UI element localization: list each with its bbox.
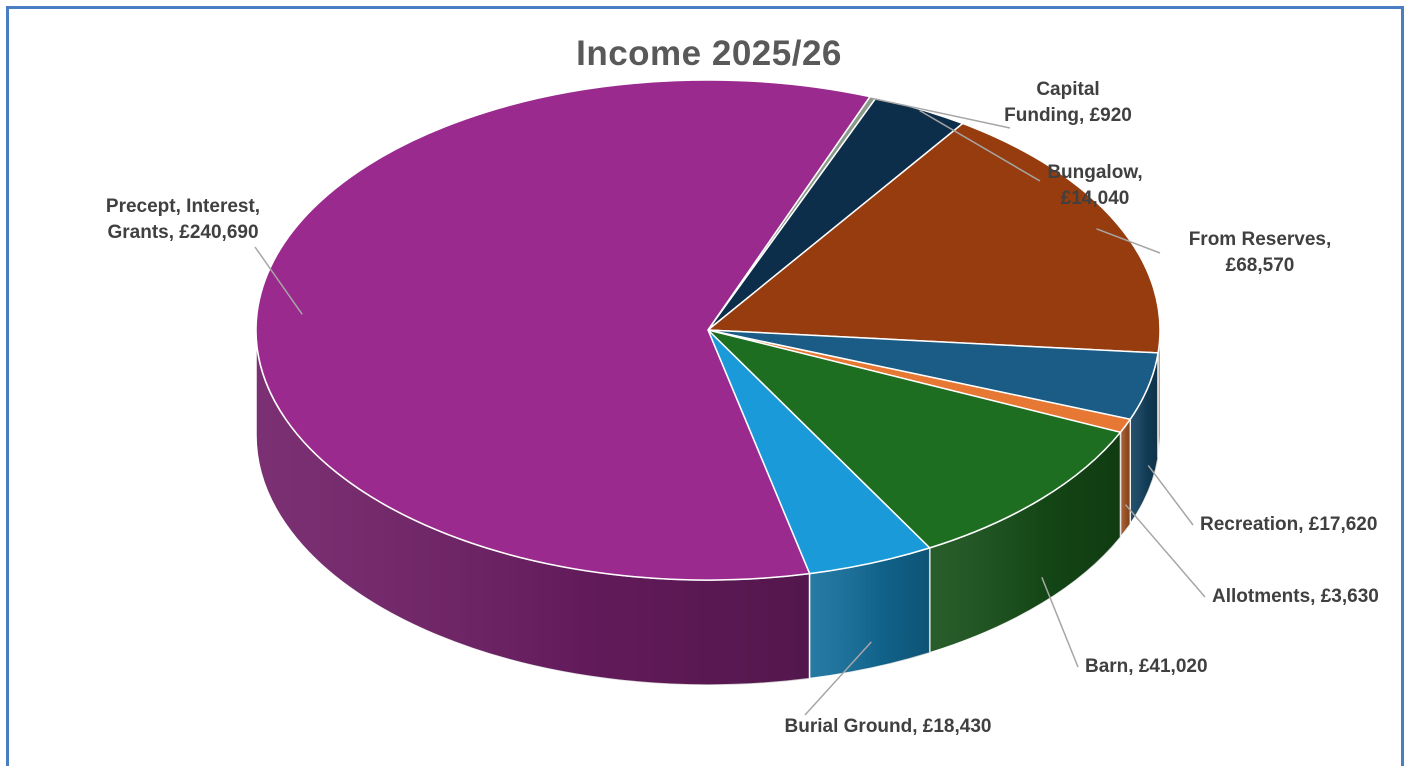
chart-title: Income 2025/26	[576, 34, 842, 73]
data-label-precept-interest-grants: Precept, Interest, Grants, £240,690	[106, 196, 260, 243]
pie-side-shade-recreation	[1130, 352, 1159, 525]
pie-slice-precept-interest-grants	[255, 79, 872, 581]
leader-line-from-reserves	[1096, 228, 1161, 254]
leader-line-bungalow	[919, 109, 1041, 182]
leader-line-barn	[1041, 577, 1079, 668]
leader-line-burial-ground	[804, 641, 872, 716]
pie-side-shade-burial-ground	[809, 547, 930, 679]
data-label-burial-ground: Burial Ground, £18,430	[785, 716, 992, 737]
pie-side-shade-allotments	[1120, 419, 1131, 538]
data-label-barn: Barn, £41,020	[1085, 656, 1208, 677]
pie-slice-barn	[705, 328, 1122, 549]
pie-side-shade-precept-interest-grants	[256, 330, 810, 685]
pie-side-shade-barn	[929, 432, 1121, 653]
data-label-allotments: Allotments, £3,630	[1212, 586, 1379, 607]
data-label-capital-funding: Capital Funding, £920	[1004, 79, 1132, 126]
leader-line-capital-funding	[872, 97, 1011, 129]
data-label-from-reserves: From Reserves, £68,570	[1189, 229, 1332, 276]
data-label-recreation: Recreation, £17,620	[1200, 514, 1377, 535]
data-label-bungalow: Bungalow, £14,040	[1047, 162, 1142, 209]
leader-line-recreation	[1147, 464, 1194, 526]
pie-side-shade-from-reserves	[1158, 330, 1160, 458]
leader-line-precept-interest-grants	[254, 246, 303, 315]
pie-slice-from-reserves	[706, 122, 1161, 354]
leader-line-allotments	[1124, 504, 1206, 598]
